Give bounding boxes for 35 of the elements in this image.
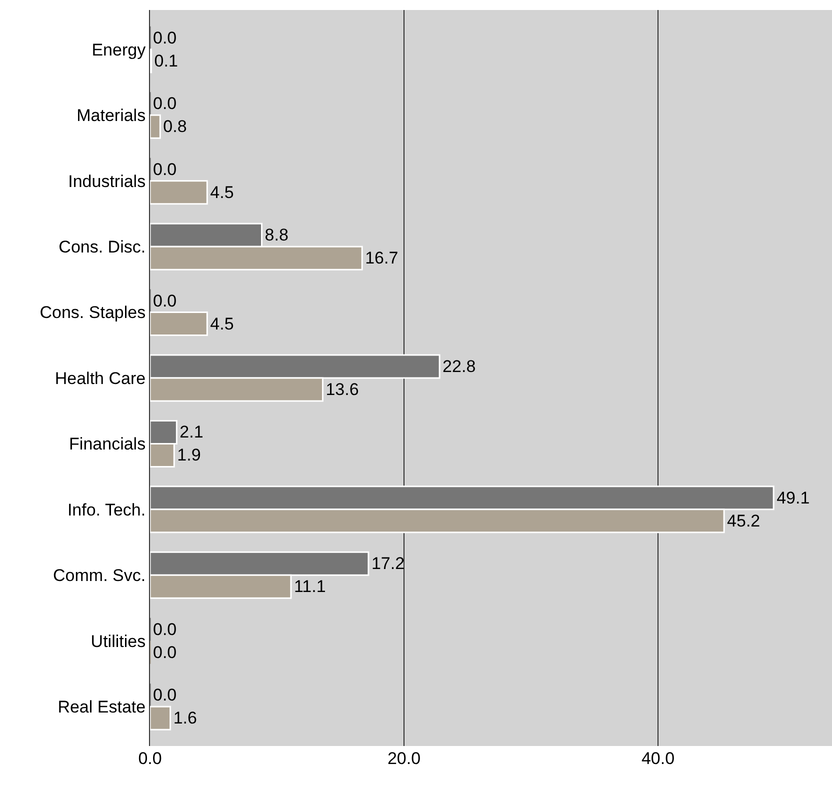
data-label: 22.8 [442,357,476,376]
data-label: 2.1 [180,422,204,442]
y-tick-label: Cons. Disc. [58,238,146,257]
data-label: 49.1 [776,488,810,508]
y-tick-label: Industrials [68,172,146,191]
y-tick-label: Materials [76,106,146,126]
x-tick-label: 0.0 [138,749,162,768]
data-label: 0.0 [153,686,177,705]
data-label: 8.8 [264,226,288,245]
y-tick-label: Utilities [90,632,146,651]
x-tick-label: 40.0 [641,749,675,768]
data-label: 0.0 [153,28,177,48]
data-label: 0.1 [154,51,178,70]
data-label: 0.0 [153,291,177,310]
y-tick-label: Financials [69,434,146,454]
data-label: 11.1 [294,577,326,596]
y-tick-label: Info. Tech. [67,500,146,520]
data-label: 1.6 [173,708,197,728]
data-label: 0.0 [153,620,177,639]
data-label: 13.6 [326,380,359,399]
data-label: 0.0 [153,160,177,179]
data-label: 4.5 [210,314,234,334]
data-label: 0.0 [153,642,177,662]
data-label: 16.7 [365,248,398,268]
data-label: 0.0 [153,94,177,114]
data-label: 1.9 [177,446,201,465]
data-label: 45.2 [727,511,760,530]
y-tick-label: Cons. Staples [40,303,146,322]
y-tick-label: Energy [92,40,146,60]
y-tick-label: Comm. Svc. [53,566,146,586]
y-tick-label: Health Care [54,368,146,388]
x-tick-label: 20.0 [387,749,421,768]
y-tick-label: Real Estate [58,698,146,717]
data-label: 4.5 [210,182,234,202]
data-label: 0.8 [163,117,187,136]
